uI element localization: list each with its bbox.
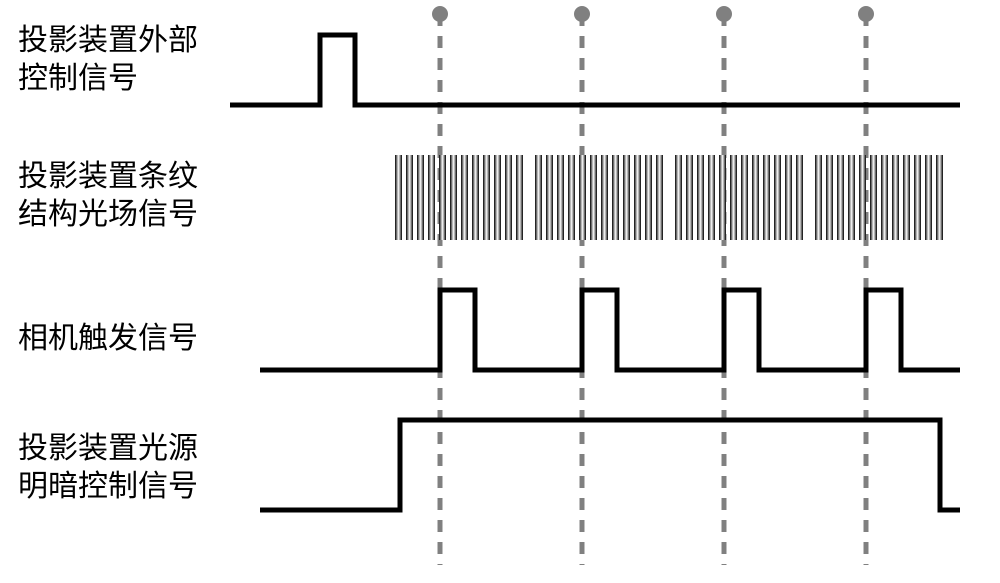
- timing-svg: [0, 0, 1000, 583]
- timing-diagram: 投影装置外部 控制信号 投影装置条纹 结构光场信号 相机触发信号 投影装置光源 …: [0, 0, 1000, 583]
- sync-dots: [432, 6, 874, 22]
- sync-dashed-lines: [440, 14, 866, 565]
- fringe-pattern: [395, 155, 943, 240]
- signal-traces: [230, 35, 960, 510]
